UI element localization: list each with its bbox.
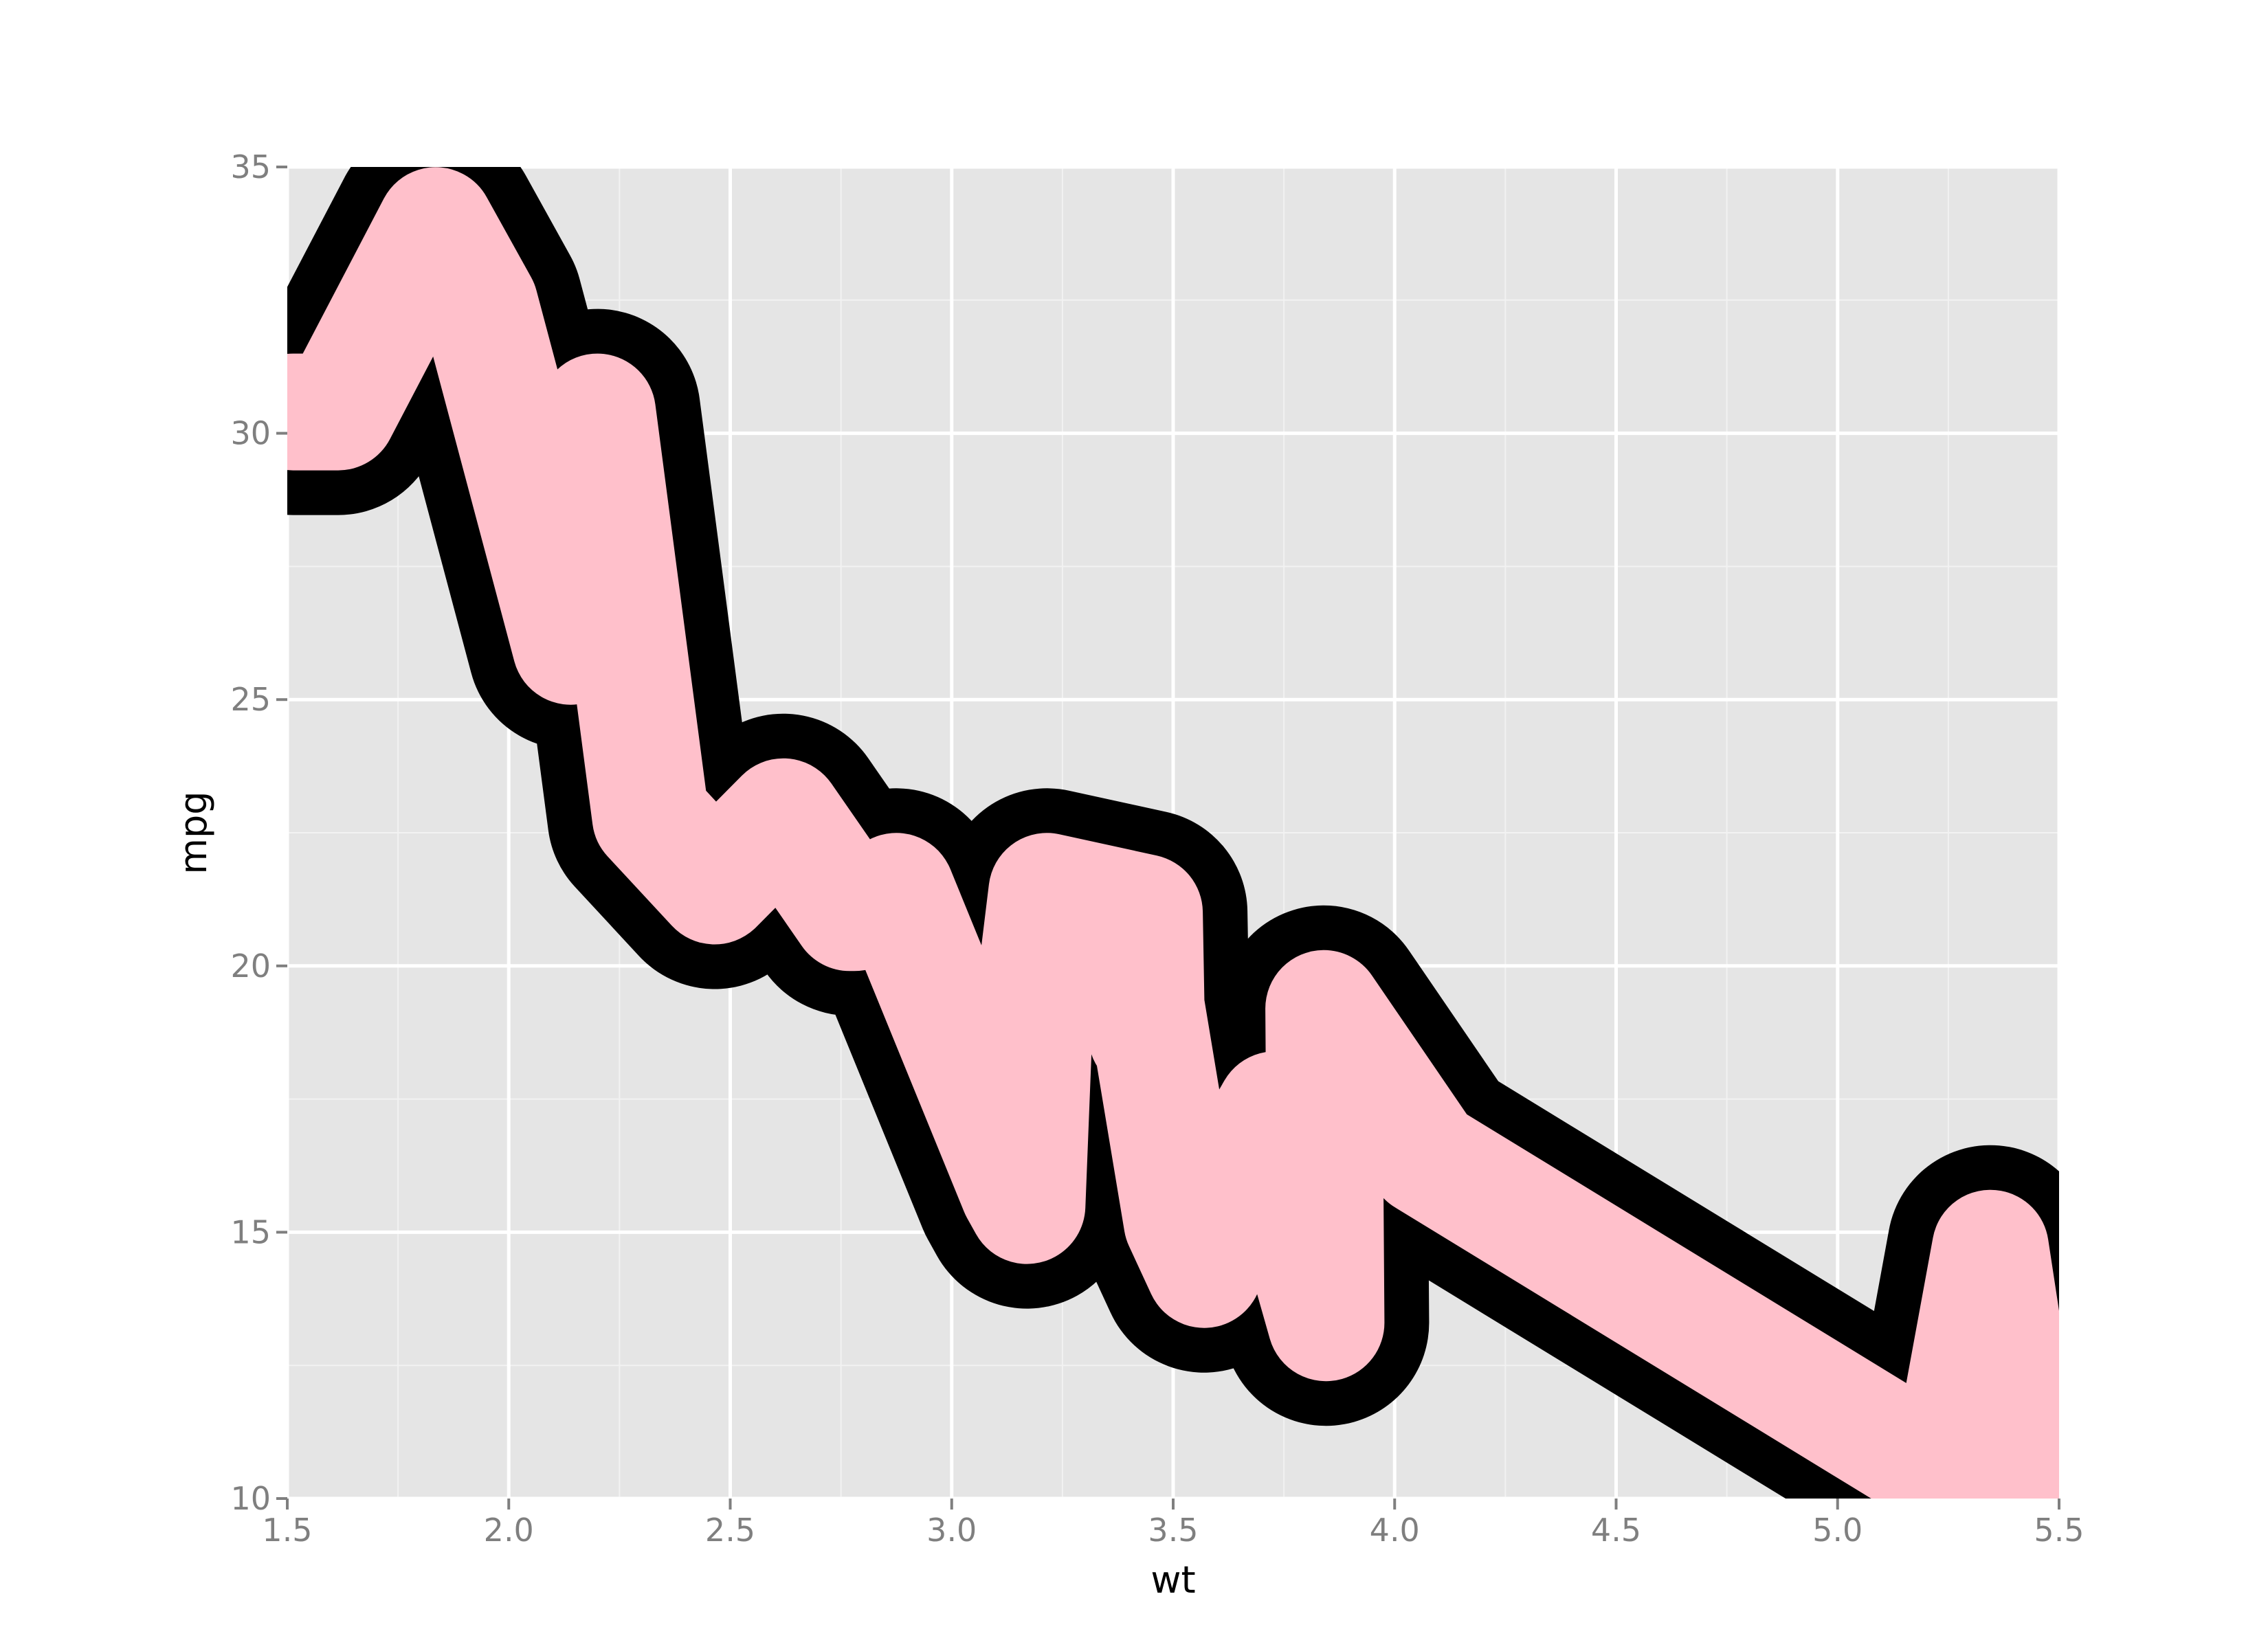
x-tick-label: 2.5 <box>705 1512 755 1549</box>
x-axis-title: wt <box>1150 1558 1195 1602</box>
y-tick-label: 15 <box>230 1213 271 1250</box>
series-layer <box>287 167 2059 1499</box>
x-tick-label: 3.5 <box>1148 1512 1198 1549</box>
series-line-2 <box>287 167 2059 1499</box>
y-tick-label: 30 <box>230 415 271 452</box>
x-tick-label: 2.0 <box>484 1512 534 1549</box>
x-tick-label: 5.5 <box>2034 1512 2084 1549</box>
y-axis-title: mpg <box>172 791 215 874</box>
y-tick-label: 10 <box>230 1480 271 1517</box>
x-tick-label: 4.0 <box>1370 1512 1420 1549</box>
y-tick-label: 35 <box>230 148 271 186</box>
y-tick-label: 25 <box>230 681 271 718</box>
x-tick-label: 3.0 <box>926 1512 977 1549</box>
x-tick-label: 1.5 <box>262 1512 312 1549</box>
y-tick-label: 20 <box>230 947 271 985</box>
x-tick-label: 4.5 <box>1591 1512 1641 1549</box>
axes: 1.5 2.0 2.5 3.0 3.5 4.0 4.5 5.0 5.5 10 15 20 25 30 35 <box>230 148 2084 1549</box>
x-tick-label: 5.0 <box>1812 1512 1863 1549</box>
